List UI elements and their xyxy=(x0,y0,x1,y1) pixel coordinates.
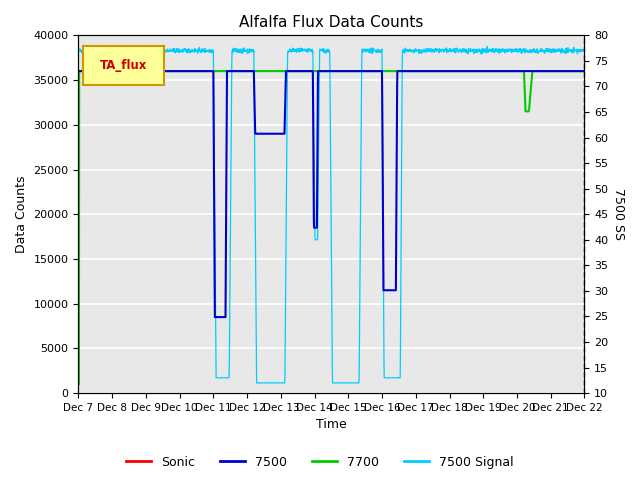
Y-axis label: Data Counts: Data Counts xyxy=(15,176,28,253)
Legend: Sonic, 7500, 7700, 7500 Signal: Sonic, 7500, 7700, 7500 Signal xyxy=(121,451,519,474)
X-axis label: Time: Time xyxy=(316,419,347,432)
Y-axis label: 7500 SS: 7500 SS xyxy=(612,188,625,240)
FancyBboxPatch shape xyxy=(83,46,164,85)
Text: TA_flux: TA_flux xyxy=(100,59,148,72)
Title: Alfalfa Flux Data Counts: Alfalfa Flux Data Counts xyxy=(239,15,424,30)
